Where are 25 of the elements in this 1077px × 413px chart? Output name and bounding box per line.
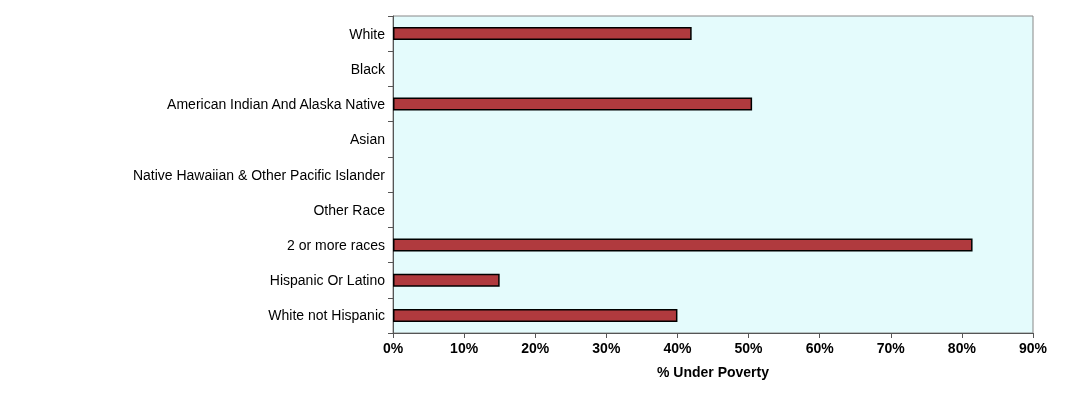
bar [393,273,500,287]
y-tick-label: Hispanic Or Latino [269,272,386,289]
x-tick-label: 30% [592,340,621,356]
x-tick-label: 20% [521,340,550,356]
x-tick-label: 80% [947,340,977,356]
bar [393,27,692,41]
y-tick-label: American Indian And Alaska Native [167,96,386,113]
x-tick-label: 10% [450,340,479,356]
x-tick-label: 60% [805,340,835,356]
bar [393,308,678,322]
x-tick-label: 0% [382,340,404,356]
x-tick-label: 50% [734,340,764,356]
y-tick-label: Native Hawaiian & Other Pacific Islander [132,166,386,183]
y-tick-label: Asian [349,131,385,148]
x-axis-title: % Under Poverty [656,364,770,380]
y-tick-label: White not Hispanic [268,307,385,324]
y-tick-label: Other Race [313,201,386,218]
y-tick-label: 2 or more races [286,236,385,253]
x-tick-label: 40% [663,340,692,356]
y-tick-label: White [349,25,386,42]
x-tick-label: 70% [876,340,906,356]
x-tick-label: 90% [1018,340,1048,356]
bar [393,238,973,252]
bar [393,97,753,111]
y-tick-label: Black [350,60,386,77]
